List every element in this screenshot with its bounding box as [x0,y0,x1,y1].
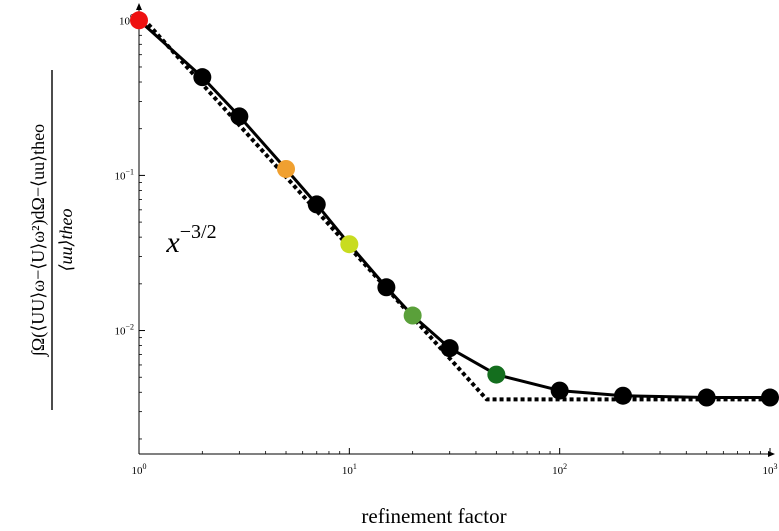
data-point [550,381,569,400]
data-point [230,107,249,126]
data-point [130,11,148,30]
data-point [277,159,296,178]
x-axis-arrow [768,451,775,457]
data-point [761,388,779,407]
data-point [613,386,632,405]
y-tick-label: 10−2 [114,323,134,338]
y-axis-label-numerator: ∫Ω(⟨UU⟩ω−⟨U⟩ω²)dΩ−⟨uu⟩theo [28,124,49,357]
data-point [440,339,459,358]
series-lines [137,12,770,402]
data-point [487,365,506,384]
data-point [193,68,212,87]
y-axis-arrow [136,3,142,10]
x-tick-label: 102 [552,462,567,477]
data-point [340,235,359,254]
axes [136,3,775,457]
x-tick-label: 100 [132,462,147,477]
data-points [130,11,779,407]
data-point [697,388,716,407]
x-tick-label: 101 [342,462,357,477]
data-point [307,195,326,214]
slope-annotation: x−3/2 [165,221,216,259]
y-axis-label-denominator: ⟨uu⟩theo [56,208,76,271]
data-point [403,306,422,325]
data-point [377,278,396,297]
annotations: x−3/2 [165,221,216,259]
x-tick-label: 103 [763,462,778,477]
power-law-reference-line [137,12,770,402]
y-axis-label: ∫Ω(⟨UU⟩ω−⟨U⟩ω²)dΩ−⟨uu⟩theo ⟨uu⟩theo [28,70,76,410]
ticks: 10010110210310010−110−2 [114,12,777,477]
x-axis-label: refinement factor [361,504,506,528]
y-tick-label: 10−1 [114,167,134,182]
